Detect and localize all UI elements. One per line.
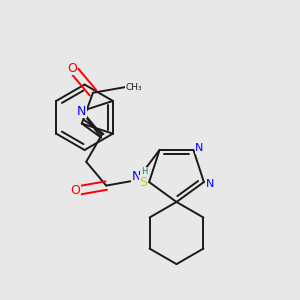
Text: N: N bbox=[206, 179, 214, 189]
Text: S: S bbox=[139, 176, 147, 189]
Text: N: N bbox=[132, 170, 142, 183]
Text: O: O bbox=[70, 184, 80, 197]
Text: CH₃: CH₃ bbox=[125, 82, 142, 91]
Text: N: N bbox=[77, 104, 86, 118]
Text: N: N bbox=[195, 143, 203, 153]
Text: H: H bbox=[141, 167, 147, 176]
Text: O: O bbox=[67, 62, 77, 75]
